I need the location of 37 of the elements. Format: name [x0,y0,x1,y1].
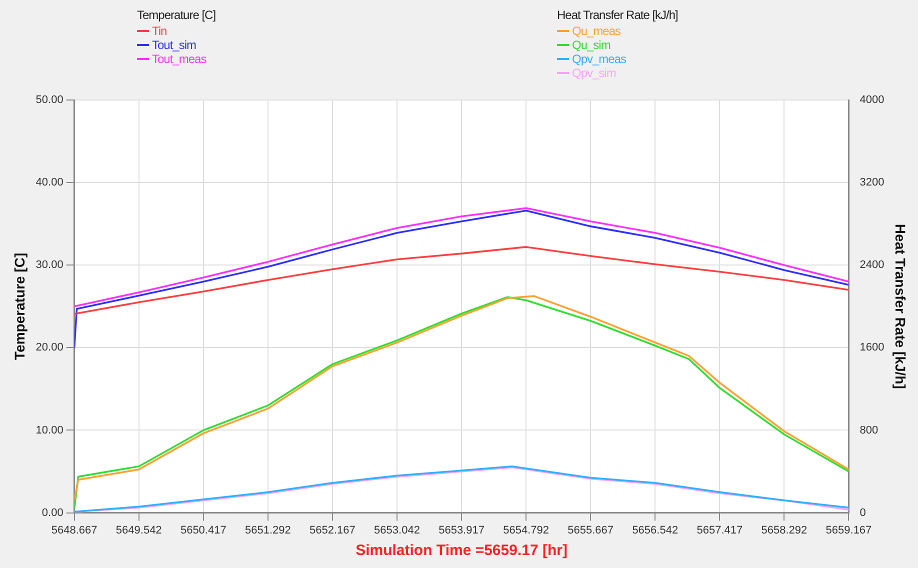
x-tick-label: 5650.417 [180,524,226,536]
y-axis-title: Temperature [C] [11,252,28,360]
y-tick-label: 10.00 [36,424,64,436]
y-tick-label: 20.00 [36,342,64,354]
x-tick-label: 5651.292 [244,524,291,536]
text: Temperature [C] [137,8,216,22]
text: Heat Transfer Rate [kJ/h] [557,8,678,22]
y2-tick-label: 800 [860,424,878,436]
x-axis-title: Simulation Time =5659.17 [hr] [356,542,568,560]
legend-label: Tout_sim [152,38,196,52]
y2-tick-label: 0 [860,506,866,519]
x-tick-label: 5655.667 [568,524,614,536]
x-tick-label: 5658.292 [761,524,808,536]
y-tick-label: 50.00 [36,94,64,106]
y2-tick-label: 3200 [860,176,884,189]
legend-label: Qpv_sim [572,66,616,80]
x-tick-label: 5657.417 [696,524,743,536]
y2-tick-label: 2400 [860,259,884,272]
x-tick-label: 5652.167 [310,524,356,536]
x-tick-label: 5656.542 [632,524,678,536]
legend-label: Qu_meas [572,24,621,38]
y2-tick-label: 4000 [860,94,884,106]
y2-tick-label: 1600 [860,342,884,354]
x-tick-label: 5659.167 [826,524,872,536]
x-tick-label: 5653.917 [438,524,484,536]
x-tick-label: 5648.667 [51,524,98,536]
x-tick-label: 5654.792 [503,524,550,536]
legend-label: Qpv_meas [572,52,626,66]
y-tick-label: 0.00 [42,506,64,519]
y2-axis-title: Heat Transfer Rate [kJ/h] [892,224,909,389]
legend-label: Tout_meas [152,52,206,66]
legend-label: Tin [152,24,167,38]
legend-label: Qu_sim [572,38,610,52]
x-tick-label: 5653.042 [374,524,420,536]
x-tick-label: 5649.542 [116,524,162,536]
y-tick-label: 40.00 [36,176,64,189]
y-tick-label: 30.00 [36,259,64,272]
